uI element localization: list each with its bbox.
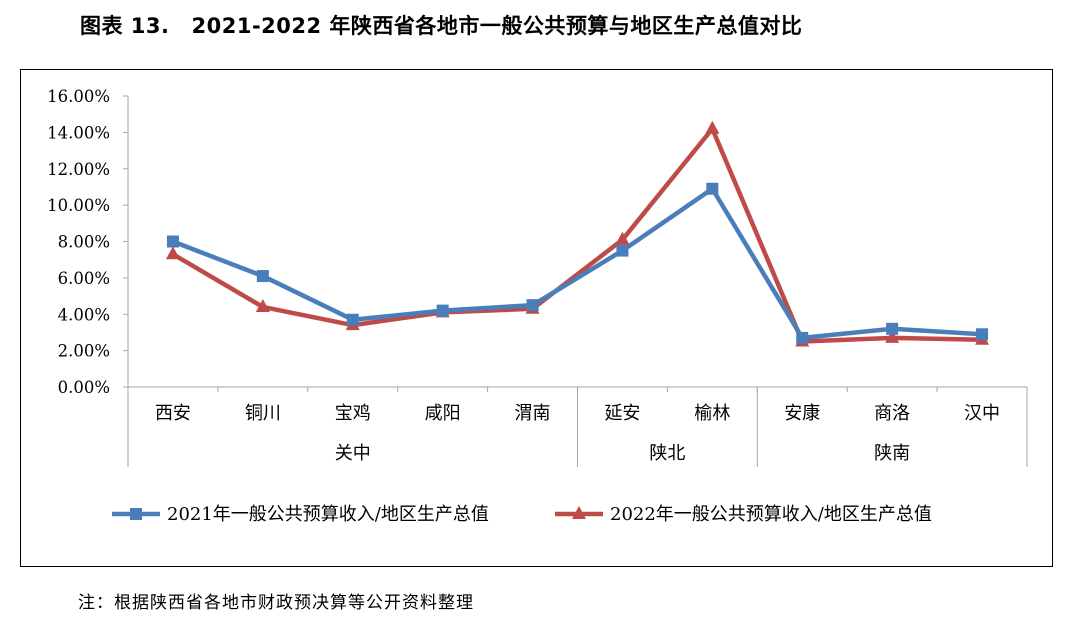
data-point	[346, 313, 359, 326]
x-group-label: 陕北	[649, 443, 685, 464]
y-tick-label: 2.00%	[58, 342, 110, 361]
y-tick-label: 6.00%	[58, 269, 110, 288]
data-point	[705, 120, 720, 134]
data-point	[526, 299, 539, 312]
data-point	[615, 231, 630, 245]
series-line	[172, 186, 983, 341]
y-tick-label: 12.00%	[47, 160, 110, 179]
y-tick-label: 0.00%	[58, 378, 110, 397]
x-category-label: 榆林	[694, 403, 730, 424]
legend-marker	[130, 508, 142, 520]
line-chart: 16.00% 14.00% 12.00% 10.00% 8.00% 6.00% 4.00% 2…	[47, 87, 1028, 525]
legend-item: 2021年一般公共预算收入/地区生产总值	[112, 504, 489, 525]
y-tick-label: 10.00%	[47, 196, 110, 215]
x-category-label: 安康	[784, 403, 820, 424]
legend-label: 2022年一般公共预算收入/地区生产总值	[610, 504, 932, 525]
data-point	[706, 182, 719, 195]
data-point	[166, 235, 179, 248]
legend-label: 2021年一般公共预算收入/地区生产总值	[167, 504, 489, 525]
legend: 2021年一般公共预算收入/地区生产总值 2022年一般公共预算收入/地区生产总值	[112, 504, 932, 525]
data-point	[255, 298, 270, 312]
data-point	[436, 304, 449, 317]
data-point	[165, 246, 180, 260]
series-square	[166, 182, 989, 344]
chart-frame	[20, 69, 1053, 567]
y-axis-ticks: 16.00% 14.00% 12.00% 10.00% 8.00% 6.00% 4.00% 2…	[47, 87, 128, 397]
data-point	[976, 328, 989, 341]
x-category-label: 西安	[155, 403, 191, 424]
chart-title: 图表 13. 2021-2022 年陕西省各地市一般公共预算与地区生产总值对比	[80, 10, 802, 40]
x-category-label: 宝鸡	[335, 403, 371, 424]
x-category-label: 咸阳	[425, 403, 461, 424]
data-point	[885, 329, 900, 343]
legend-item: 2022年一般公共预算收入/地区生产总值	[555, 504, 932, 525]
data-point	[616, 244, 629, 257]
x-category-label: 商洛	[874, 403, 910, 424]
source-note: 注：根据陕西省各地市财政预决算等公开资料整理	[78, 593, 474, 613]
x-category-label: 渭南	[515, 403, 551, 424]
data-point	[256, 270, 269, 283]
series-line	[171, 126, 983, 344]
y-tick-label: 16.00%	[47, 87, 110, 106]
data-point	[886, 322, 899, 335]
figure-title-text: 2021-2022 年陕西省各地市一般公共预算与地区生产总值对比	[191, 14, 803, 38]
figure-number: 图表 13.	[80, 14, 170, 38]
y-tick-label: 4.00%	[58, 305, 110, 324]
x-category-label: 延安	[604, 403, 640, 424]
y-tick-label: 8.00%	[58, 233, 110, 252]
series-group	[165, 120, 990, 347]
x-group-label: 陕南	[874, 443, 910, 464]
legend-marker	[572, 506, 586, 519]
series-triangle	[165, 120, 990, 347]
x-category-label: 汉中	[964, 403, 1000, 424]
y-tick-label: 14.00%	[47, 123, 110, 142]
data-point	[796, 331, 809, 344]
x-category-label: 铜川	[245, 403, 281, 424]
x-group-label: 关中	[335, 443, 371, 464]
